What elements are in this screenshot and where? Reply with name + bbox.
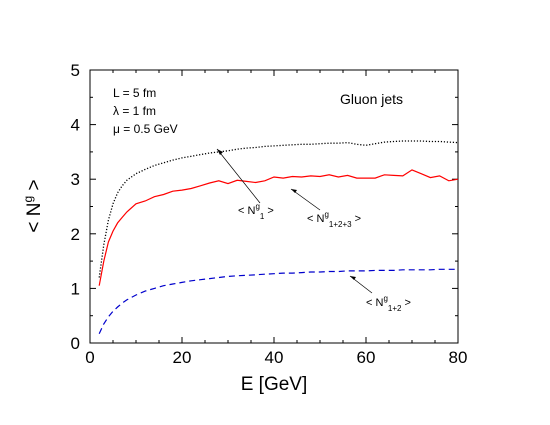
x-tick-label-3: 60 <box>357 348 376 367</box>
axes: 0 20 40 60 80 0 1 2 3 4 5 <box>71 61 468 367</box>
annotation-n12-sub: 1+2 <box>388 304 402 313</box>
y-axis-title: < Ng > <box>21 179 45 232</box>
series-group <box>98 140 459 334</box>
x-axis-title: E [GeV] <box>241 374 308 395</box>
annotation-n12: < Ng1+2 > <box>366 294 411 313</box>
annotation-n123-sup: g <box>324 210 328 219</box>
annotation-n123-main: < N <box>307 213 324 225</box>
annotation-n123: < Ng1+2+3 > <box>307 210 361 229</box>
annotation-n12-end: > <box>401 297 410 309</box>
y-axis-title-gt: > <box>24 179 45 195</box>
param-lambda: λ = 1 fm <box>113 104 156 118</box>
annotation-n1-sub: 1 <box>260 212 265 221</box>
arrow-n123 <box>290 188 321 211</box>
arrowhead-n123 <box>291 189 297 193</box>
svg-text:< Ng >: < Ng > <box>21 179 45 232</box>
annotation-n1: < Ng1 > <box>238 202 274 221</box>
arrow-n1 <box>216 148 261 204</box>
annotation-n1-sup: g <box>255 202 259 211</box>
y-tick-label-3: 3 <box>71 170 80 189</box>
y-tick-label-1: 1 <box>71 279 80 298</box>
y-axis-title-lt: < N <box>24 202 45 232</box>
annotation-n1-main: < N <box>238 205 255 217</box>
annotation-n12-sup: g <box>383 294 387 303</box>
series-line-n1 <box>98 140 459 278</box>
param-mu: μ = 0.5 GeV <box>113 122 178 136</box>
chart-title-text: Gluon jets <box>340 91 403 107</box>
x-tick-label-2: 40 <box>265 348 284 367</box>
arrowhead-n12 <box>350 276 356 280</box>
annotation-n12-main: < N <box>366 297 383 309</box>
y-tick-label-2: 2 <box>71 225 80 244</box>
x-tick-label-1: 20 <box>173 348 192 367</box>
series-line-n123 <box>98 169 459 286</box>
y-tick-label-0: 0 <box>71 334 80 353</box>
arrowhead-n1 <box>217 149 223 155</box>
annotation-n123-end: > <box>352 213 361 225</box>
y-axis-title-sup: g <box>21 196 35 203</box>
y-tick-label-5: 5 <box>71 61 80 80</box>
annotation-n1-end: > <box>264 205 273 217</box>
annotation-n123-sub: 1+2+3 <box>329 220 352 229</box>
x-tick-label-4: 80 <box>449 348 468 367</box>
y-tick-label-4: 4 <box>71 116 80 135</box>
series-line-n12 <box>98 268 458 334</box>
param-length: L = 5 fm <box>113 86 156 100</box>
x-tick-label-0: 0 <box>85 348 94 367</box>
